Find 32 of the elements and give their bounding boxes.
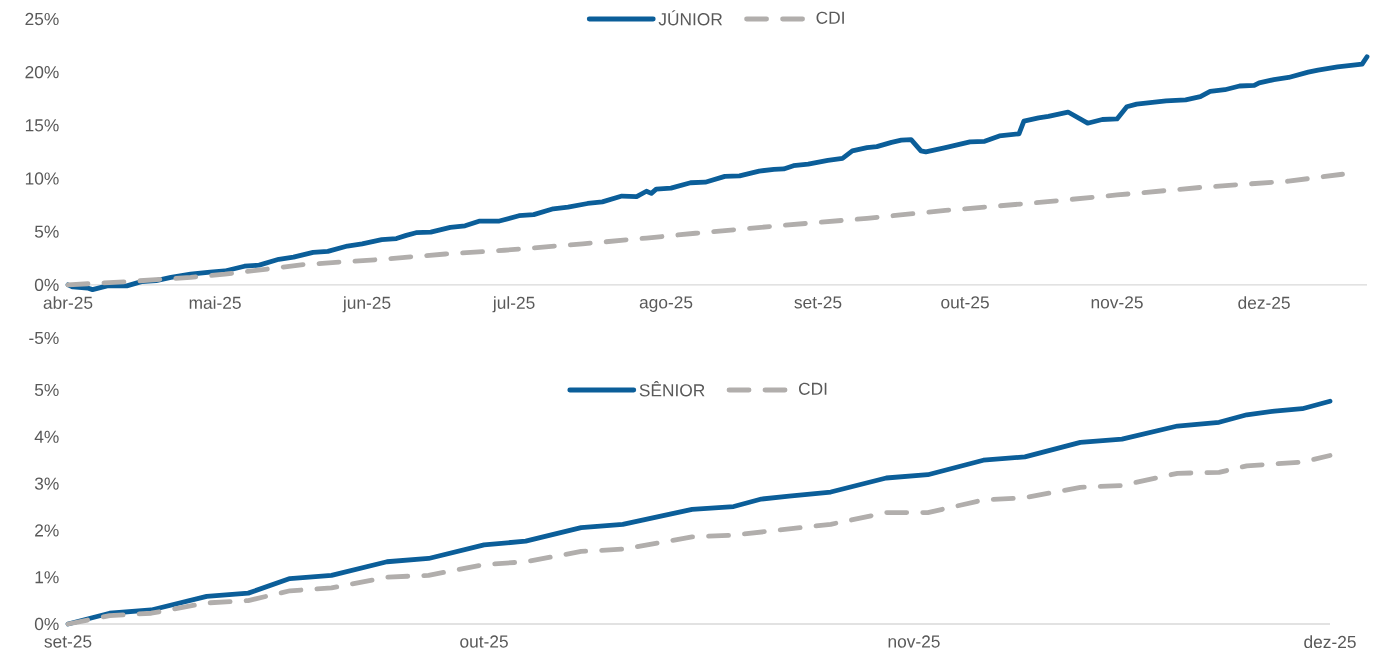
x-tick-label: set-25	[794, 296, 842, 309]
y-tick-label: 20%	[25, 66, 59, 79]
x-tick-label: dez-25	[1304, 635, 1356, 649]
y-tick-label: 3%	[34, 477, 59, 490]
y-tick-label: 10%	[25, 172, 59, 185]
line-series	[65, 453, 1333, 627]
x-tick-label: jul-25	[492, 296, 535, 313]
x-tick-label: out-25	[941, 296, 989, 309]
x-tick-label: abr-25	[43, 296, 93, 309]
x-tick-label: mai-25	[189, 296, 241, 309]
y-tick-label: 1%	[35, 571, 59, 584]
legend-label: CDI	[816, 11, 844, 24]
x-tick-label: jun-25	[342, 296, 391, 313]
y-tick-label: 0%	[34, 278, 59, 291]
y-tick-label: 0%	[34, 617, 59, 631]
x-tick-label: out-25	[460, 635, 508, 648]
legend-label: CDI	[798, 382, 827, 395]
x-tick-label: set-25	[44, 635, 92, 648]
x-tick-label: dez-25	[1238, 296, 1290, 309]
y-tick-label: 15%	[25, 119, 59, 132]
x-tick-label: nov-25	[888, 635, 940, 648]
x-tick-label: ago-25	[639, 296, 693, 312]
y-tick-label: -5%	[29, 331, 59, 345]
y-tick-label: 5%	[34, 225, 59, 238]
line-series	[65, 171, 1345, 288]
y-tick-label: 4%	[34, 430, 59, 443]
x-tick-label: nov-25	[1091, 296, 1143, 309]
legend-label: JÚNIOR	[658, 10, 723, 26]
y-tick-label: 5%	[34, 383, 59, 397]
y-tick-label: 25%	[25, 12, 59, 26]
y-tick-label: 2%	[35, 524, 59, 537]
legend-label: SÊNIOR	[639, 381, 705, 397]
